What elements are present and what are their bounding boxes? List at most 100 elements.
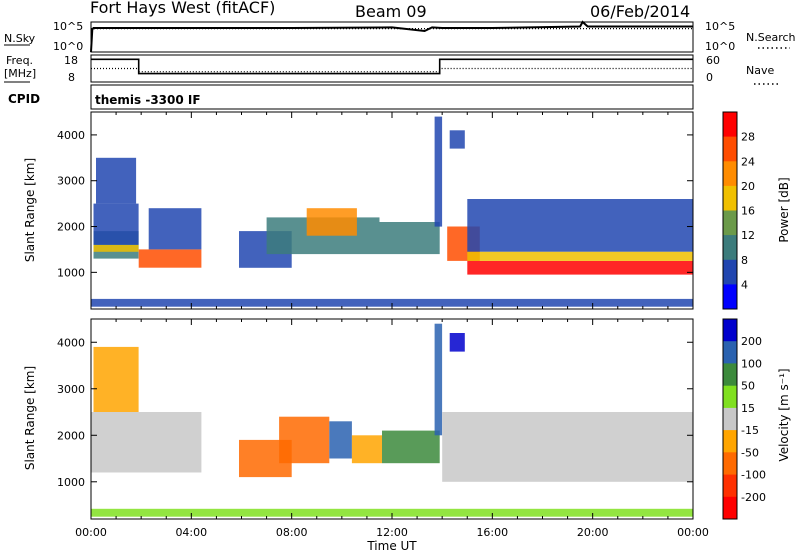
freq-right-tick-bottom: 0: [706, 71, 713, 84]
velocity-colorbar-tick-6: -100: [741, 469, 766, 482]
velocity-band-8: [449, 333, 465, 352]
velocity-y-ticks: 1000 2000 3000 4000: [57, 336, 693, 489]
power-band-2: [93, 203, 139, 245]
noise-left-label: N.Sky: [4, 32, 36, 45]
velocity-band-3: [279, 416, 330, 464]
power-colorbar-label: Power [dB]: [777, 177, 791, 242]
power-colorbar-tick-4: 12: [741, 229, 755, 242]
time-tick-label-6: 00:00: [677, 526, 709, 539]
power-colorbar-tick-6: 4: [741, 278, 748, 291]
noise-right-tick-top: 10^5: [705, 20, 735, 33]
cpid-frame: [90, 84, 694, 110]
velocity-ytick-label-1: 2000: [57, 429, 85, 442]
velocity-colorbar-tick-5: -50: [741, 446, 759, 459]
freq-left-tick-top: 18: [64, 54, 78, 67]
power-band-8: [306, 208, 357, 236]
time-tick-label-4: 16:00: [476, 526, 508, 539]
power-band-10: [434, 116, 443, 227]
date-label: 06/Feb/2014: [590, 2, 690, 21]
power-ytick-label-2: 3000: [57, 175, 85, 188]
power-colorbar: 28 24 20 16 12 8 4: [722, 111, 755, 310]
time-axis-label: Time UT: [366, 539, 417, 553]
freq-left-tick-bottom: 8: [68, 71, 75, 84]
velocity-data-bands: [91, 323, 693, 517]
velocity-ytick-label-0: 1000: [57, 476, 85, 489]
power-colorbar-frame: [722, 111, 738, 310]
velocity-band-9: [442, 412, 693, 482]
power-band-9: [379, 222, 440, 255]
power-colorbar-tick-0: 28: [741, 131, 755, 144]
velocity-band-0: [91, 412, 202, 473]
time-tick-label-1: 04:00: [175, 526, 207, 539]
velocity-colorbar-frame: [722, 318, 738, 520]
noise-panel: N.Sky 10^5 10^0 10^5 10^0 N.Search: [4, 20, 796, 53]
power-colorbar-swatch-7: [723, 284, 737, 310]
power-ylabel: Slant Range [km]: [23, 158, 37, 262]
power-band-1: [93, 244, 139, 252]
power-colorbar-swatch-6: [723, 259, 737, 285]
velocity-colorbar-tick-0: 200: [741, 335, 762, 348]
power-colorbar-swatch-3: [723, 185, 737, 211]
velocity-band-5: [351, 435, 382, 464]
velocity-colorbar-tick-4: -15: [741, 424, 759, 437]
velocity-band-10: [91, 508, 693, 517]
freq-left-label: Freq.: [6, 54, 33, 67]
beam-label: Beam 09: [355, 2, 427, 21]
velocity-colorbar-tick-1: 100: [741, 357, 762, 370]
power-ytick-label-1: 2000: [57, 221, 85, 234]
noise-right-label: N.Search: [746, 31, 796, 44]
velocity-colorbar-swatch-0: [723, 319, 737, 342]
velocity-colorbar-tick-3: 15: [741, 402, 755, 415]
power-colorbar-swatch-0: [723, 112, 737, 138]
velocity-band-7: [434, 323, 443, 436]
power-band-14: [467, 251, 694, 261]
cpid-strip: CPID themis -3300 IF: [8, 84, 694, 110]
velocity-band-1: [93, 346, 139, 412]
cpid-value: themis -3300 IF: [95, 93, 201, 107]
noise-right-tick-bottom: 10^0: [705, 40, 735, 53]
velocity-band-6: [382, 430, 440, 464]
time-tick-label-2: 08:00: [276, 526, 308, 539]
power-colorbar-tick-3: 16: [741, 205, 755, 218]
power-ytick-label-0: 1000: [57, 266, 85, 279]
velocity-colorbar-swatch-8: [723, 496, 737, 520]
power-colorbar-tick-1: 24: [741, 155, 755, 168]
noise-left-tick-bottom: 10^0: [53, 40, 83, 53]
freq-lines: [91, 58, 693, 75]
noise-lines: [90, 20, 693, 53]
velocity-colorbar: 200 100 50 15 -15 -50 -100 -200: [722, 318, 766, 520]
power-colorbar-swatch-5: [723, 235, 737, 261]
power-colorbar-tick-2: 20: [741, 180, 755, 193]
freq-series-0: [91, 58, 693, 75]
velocity-colorbar-swatch-2: [723, 363, 737, 387]
freq-right-label: Nave: [746, 64, 774, 77]
velocity-colorbar-swatch-7: [723, 474, 737, 498]
velocity-colorbar-swatch-5: [723, 430, 737, 453]
station-title: Fort Hays West (fitACF): [90, 0, 275, 17]
power-y-ticks: 1000 2000 3000 4000: [57, 129, 693, 279]
velocity-ytick-label-3: 4000: [57, 336, 85, 349]
time-tick-label-3: 12:00: [376, 526, 408, 539]
velocity-ytick-label-2: 3000: [57, 383, 85, 396]
freq-right-tick-top: 60: [706, 54, 720, 67]
freq-series-1: [91, 67, 693, 73]
power-panel: 1000 2000 3000 4000 Slant Range [km] 28 24 20…: [23, 111, 791, 310]
cpid-label: CPID: [8, 92, 40, 106]
velocity-panel: 1000 2000 3000 4000 Slant Range [km] 200 100…: [23, 318, 791, 520]
velocity-x-ticks: [90, 319, 694, 519]
velocity-colorbar-tick-7: -200: [741, 491, 766, 504]
power-band-11: [449, 130, 465, 149]
power-band-16: [91, 298, 693, 307]
power-band-4: [138, 249, 202, 268]
power-colorbar-swatch-4: [723, 210, 737, 236]
power-x-ticks: [90, 112, 694, 309]
velocity-colorbar-swatch-6: [723, 452, 737, 475]
time-tick-label-0: 00:00: [75, 526, 107, 539]
power-band-13: [467, 260, 694, 275]
velocity-band-4: [329, 421, 352, 459]
power-data-bands: [91, 116, 694, 307]
velocity-ylabel: Slant Range [km]: [23, 366, 37, 470]
power-band-3: [96, 157, 137, 204]
power-colorbar-tick-5: 8: [741, 254, 748, 267]
